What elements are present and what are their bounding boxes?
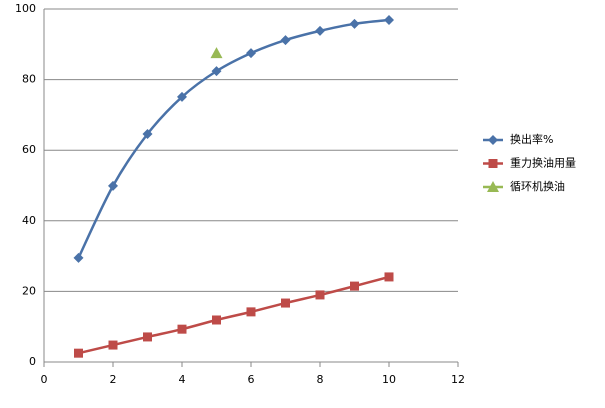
- series-line: [78, 275, 390, 355]
- x-tick-label: 4: [179, 373, 186, 386]
- y-tick-label: 80: [22, 73, 36, 86]
- point: [246, 307, 256, 317]
- point: [143, 332, 152, 342]
- y-tick-label: 40: [22, 214, 36, 227]
- point: [280, 35, 291, 46]
- point: [212, 315, 221, 325]
- point: [177, 91, 187, 102]
- legend-label: 重力换油用量: [510, 156, 576, 170]
- point: [384, 14, 394, 25]
- legend-marker: [488, 135, 498, 145]
- point: [142, 128, 153, 139]
- y-tick-label: 20: [22, 284, 36, 297]
- point: [315, 25, 325, 36]
- series-line: [77, 18, 390, 259]
- point: [210, 47, 223, 59]
- x-tick-label: 2: [110, 373, 117, 386]
- point: [177, 324, 187, 334]
- point: [108, 180, 118, 191]
- x-tick-label: 0: [41, 373, 48, 386]
- x-tick-label: 10: [382, 373, 396, 386]
- legend-label: 换出率%: [510, 132, 553, 146]
- x-tick-label: 8: [317, 373, 324, 386]
- point: [73, 252, 84, 263]
- point: [384, 272, 394, 282]
- point: [108, 340, 118, 350]
- y-tick-label: 0: [29, 355, 36, 368]
- point: [315, 290, 325, 300]
- point: [246, 48, 256, 59]
- point: [74, 348, 83, 358]
- legend-marker: [488, 159, 498, 168]
- x-tick-label: 12: [451, 373, 465, 386]
- y-tick-label: 100: [15, 2, 36, 15]
- legend-label: 循环机换油: [510, 179, 565, 193]
- point: [211, 66, 222, 77]
- y-tick-label: 60: [22, 143, 36, 156]
- point: [350, 281, 359, 291]
- point: [281, 298, 290, 308]
- legend-marker: [487, 181, 499, 192]
- x-tick-label: 6: [248, 373, 255, 386]
- point: [349, 18, 360, 29]
